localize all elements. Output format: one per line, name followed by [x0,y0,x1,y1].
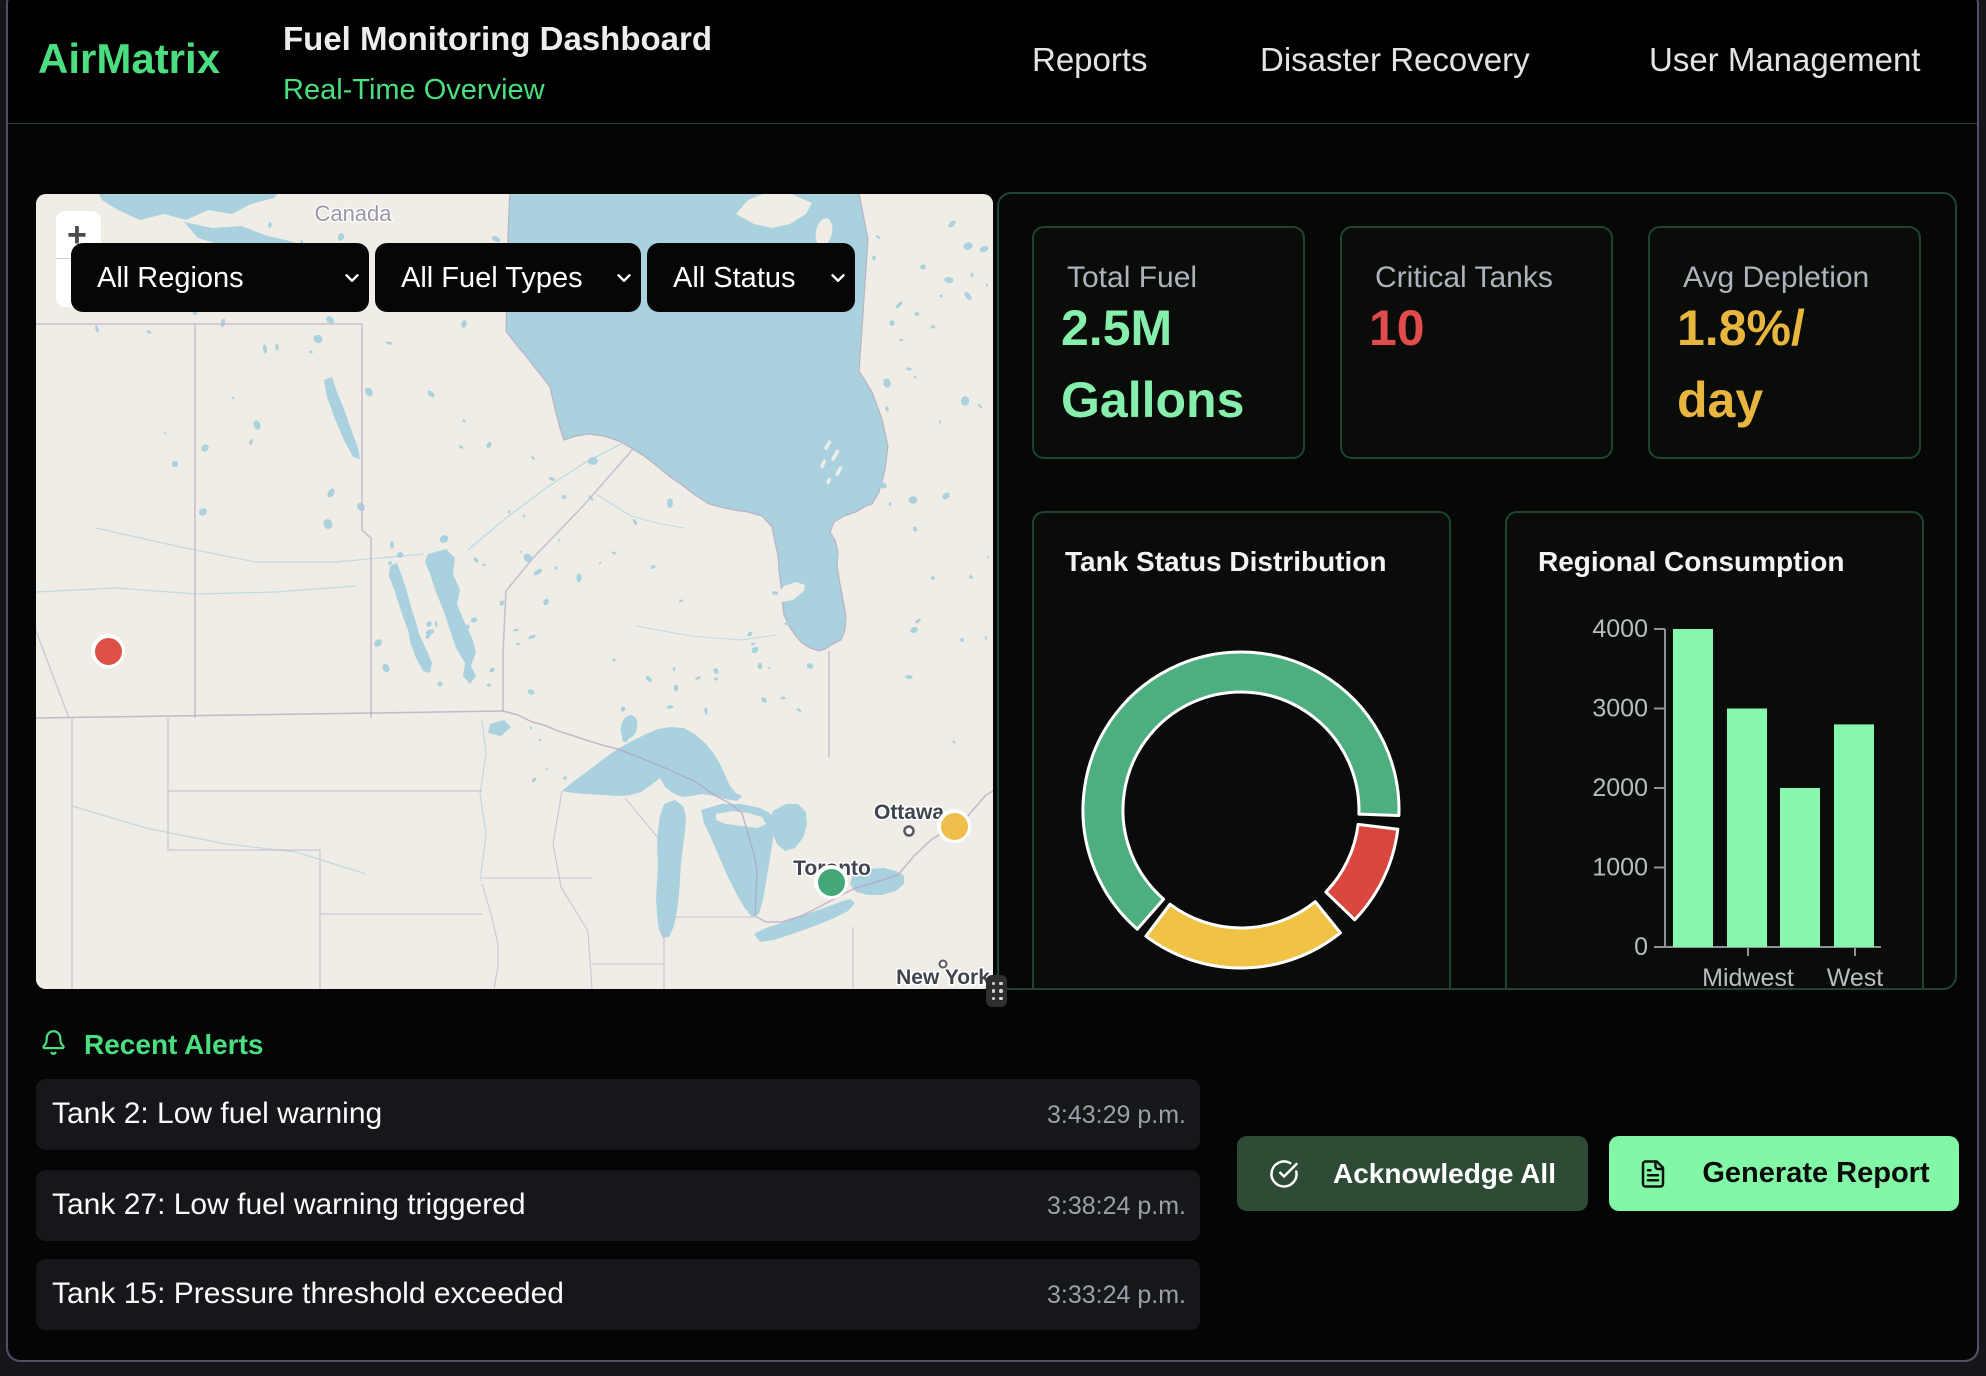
svg-text:3000: 3000 [1592,695,1648,723]
svg-text:4000: 4000 [1592,615,1648,643]
svg-text:Midwest: Midwest [1702,964,1794,990]
svg-text:0: 0 [1634,933,1648,961]
svg-text:West: West [1827,964,1884,990]
svg-text:1000: 1000 [1592,854,1648,882]
svg-text:New York: New York [896,966,990,989]
svg-text:2000: 2000 [1592,774,1648,802]
svg-text:Canada: Canada [314,201,392,226]
svg-text:Ottawa: Ottawa [874,801,944,824]
